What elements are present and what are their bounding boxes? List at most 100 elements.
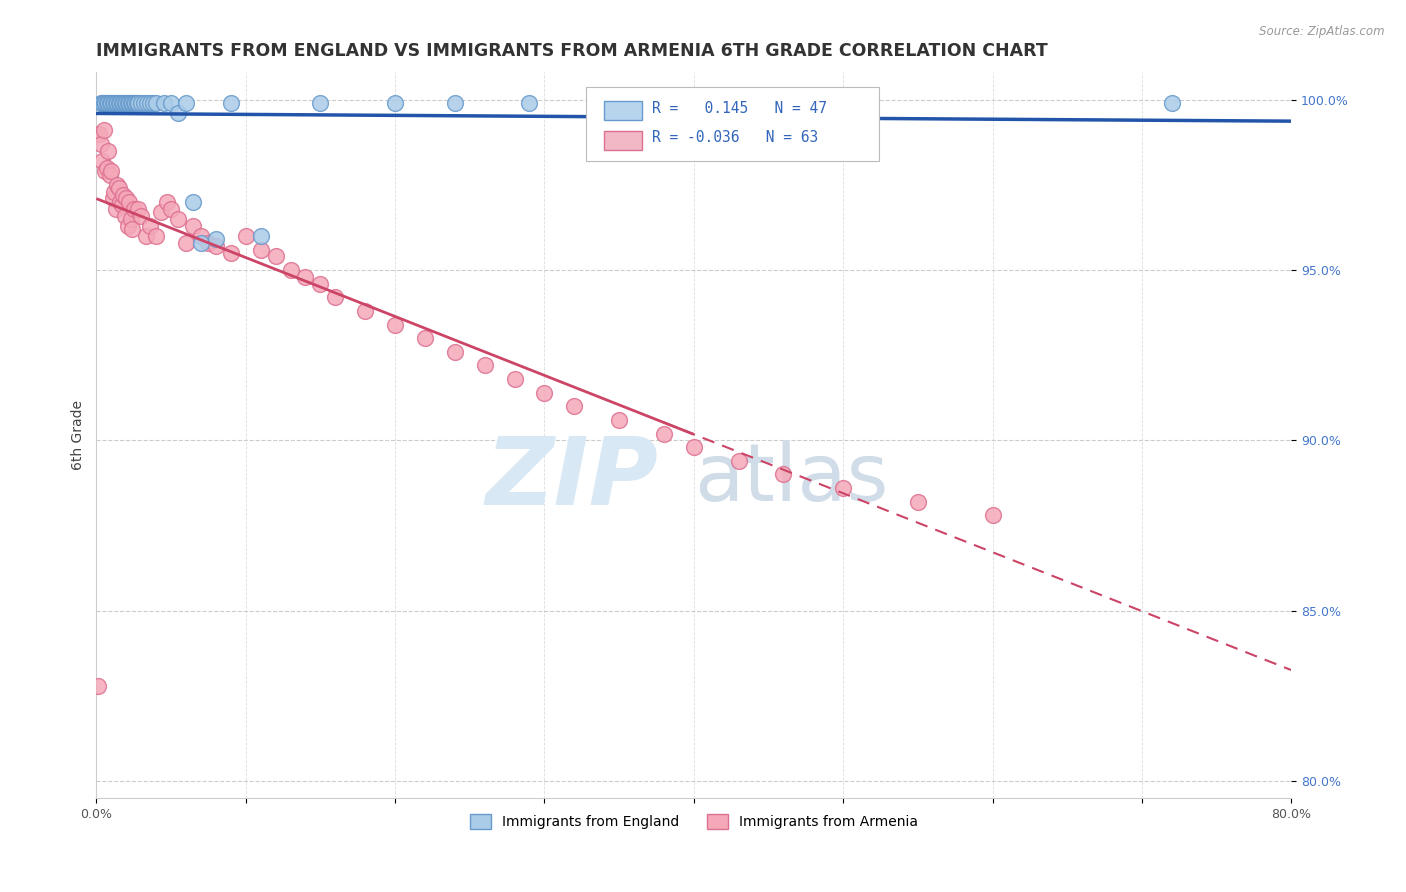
Point [1160, 96, 1182, 111]
Point [94, 164, 117, 178]
Point [112, 96, 135, 111]
Point [110, 194, 132, 209]
Point [219, 246, 242, 260]
Point [249, 229, 271, 244]
Point [249, 243, 271, 257]
Text: R =   0.145   N = 47: R = 0.145 N = 47 [652, 101, 827, 116]
Point [323, 290, 346, 304]
Point [832, 481, 855, 495]
Point [167, 211, 190, 226]
Point [129, 96, 152, 111]
Point [384, 96, 406, 111]
Point [562, 400, 585, 414]
Point [174, 235, 197, 250]
Text: Source: ZipAtlas.com: Source: ZipAtlas.com [1260, 25, 1385, 38]
Point [727, 454, 749, 468]
Point [309, 96, 332, 111]
Point [235, 229, 257, 244]
Point [96, 161, 118, 175]
Point [97, 144, 120, 158]
Point [309, 277, 332, 291]
Point [264, 249, 287, 263]
Point [190, 229, 212, 244]
Point [115, 96, 138, 111]
Point [114, 96, 136, 111]
Point [100, 164, 122, 178]
Point [280, 263, 302, 277]
Legend: Immigrants from England, Immigrants from Armenia: Immigrants from England, Immigrants from… [464, 809, 924, 835]
Point [443, 344, 465, 359]
Point [104, 202, 127, 216]
Point [118, 96, 141, 111]
Bar [605, 101, 643, 120]
Point [107, 96, 129, 111]
Point [981, 508, 1004, 523]
Y-axis label: 6th Grade: 6th Grade [72, 401, 86, 470]
Point [155, 194, 177, 209]
Point [219, 96, 242, 111]
Point [519, 96, 541, 111]
Point [145, 229, 167, 244]
Point [93, 96, 115, 111]
Point [127, 202, 149, 216]
Point [129, 209, 152, 223]
Point [160, 96, 183, 111]
Point [105, 178, 128, 192]
Point [160, 202, 183, 216]
Point [105, 96, 128, 111]
Point [142, 96, 165, 111]
Point [117, 96, 139, 111]
Point [89, 127, 111, 141]
Point [91, 154, 114, 169]
Point [101, 192, 124, 206]
Text: R = -0.036   N = 63: R = -0.036 N = 63 [652, 130, 818, 145]
Point [111, 96, 134, 111]
Point [443, 96, 465, 111]
Point [120, 211, 142, 226]
Point [413, 331, 436, 345]
Point [87, 679, 110, 693]
Point [652, 96, 675, 111]
Point [134, 96, 156, 111]
Point [503, 372, 526, 386]
Point [607, 413, 630, 427]
Point [190, 235, 212, 250]
Text: ZIP: ZIP [485, 433, 658, 524]
Point [122, 96, 145, 111]
Point [174, 96, 197, 111]
Point [100, 96, 122, 111]
Point [103, 185, 125, 199]
Point [112, 188, 135, 202]
Point [474, 359, 496, 373]
Point [111, 198, 134, 212]
Point [90, 96, 112, 111]
Point [110, 96, 132, 111]
Point [122, 202, 145, 216]
Point [117, 219, 139, 233]
Point [167, 106, 190, 120]
Point [152, 96, 174, 111]
Point [101, 96, 124, 111]
Point [907, 494, 929, 508]
Point [90, 136, 112, 151]
Point [682, 440, 704, 454]
Point [98, 168, 121, 182]
Point [118, 194, 141, 209]
Point [98, 96, 121, 111]
Point [124, 96, 146, 111]
Point [97, 96, 120, 111]
Point [354, 304, 377, 318]
Point [205, 239, 228, 253]
Point [139, 219, 162, 233]
Text: IMMIGRANTS FROM ENGLAND VS IMMIGRANTS FROM ARMENIA 6TH GRADE CORRELATION CHART: IMMIGRANTS FROM ENGLAND VS IMMIGRANTS FR… [97, 42, 1047, 60]
Point [121, 222, 143, 236]
Point [94, 96, 117, 111]
Point [145, 96, 167, 111]
Text: atlas: atlas [693, 440, 889, 518]
Point [205, 232, 228, 246]
Point [197, 235, 219, 250]
Point [183, 194, 205, 209]
Point [135, 229, 157, 244]
Point [294, 269, 316, 284]
Point [103, 96, 125, 111]
